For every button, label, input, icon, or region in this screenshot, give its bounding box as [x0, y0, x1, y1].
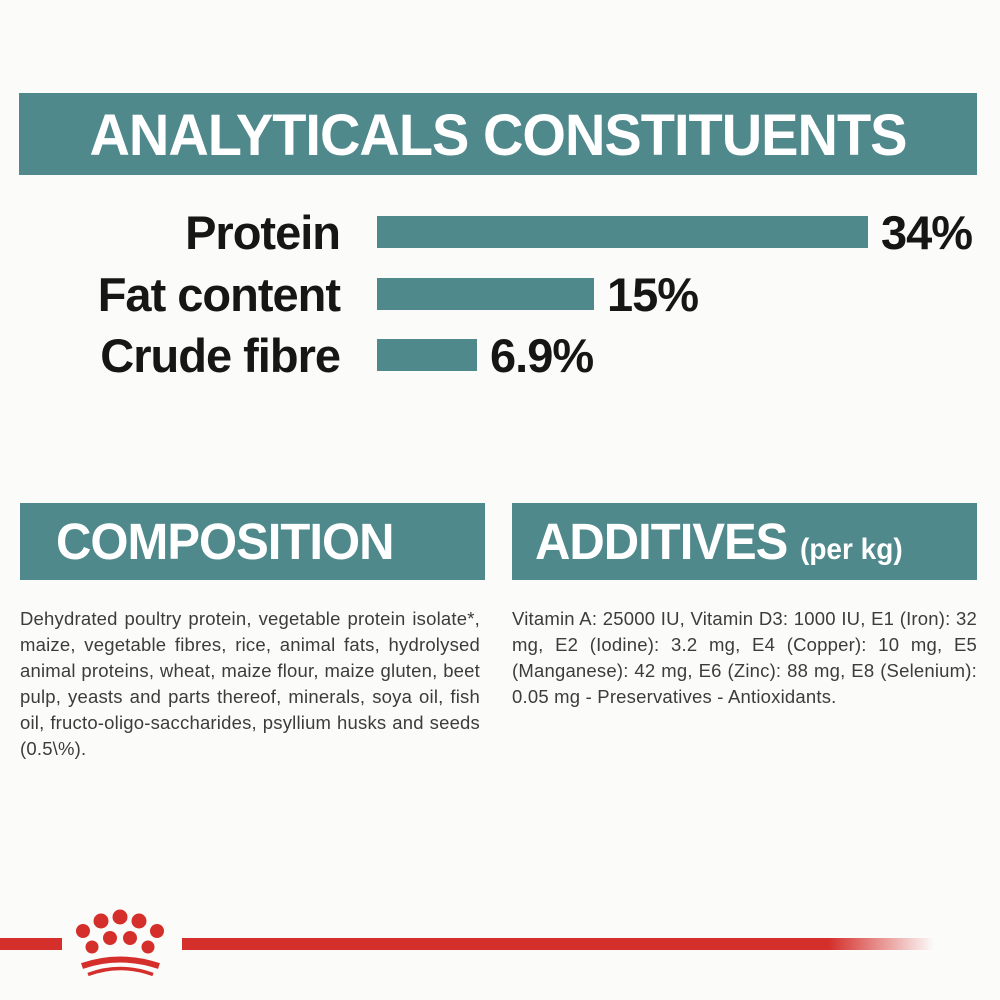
crown-base-arcs — [81, 956, 160, 977]
composition-body: Dehydrated poultry protein, vegetable pr… — [20, 607, 480, 759]
royal-canin-crown-logo-icon — [76, 909, 164, 977]
crown-dots — [76, 909, 164, 954]
chart-row: Protein 34% — [0, 206, 973, 259]
composition-heading-banner: COMPOSITION — [20, 503, 485, 580]
additives-per-kg-label: (per kg) — [800, 532, 903, 565]
composition-heading: COMPOSITION — [56, 513, 394, 570]
chart-category-label: Crude fibre — [100, 328, 341, 382]
header-banner: ANALYTICALS CONSTITUENTS — [19, 93, 977, 175]
chart-bar — [377, 216, 868, 248]
chart-row: Crude fibre 6.9% — [0, 329, 594, 382]
brand-line-left — [0, 938, 62, 950]
chart-category-label: Protein — [185, 205, 341, 259]
brand-line-right — [182, 938, 934, 950]
additives-heading-text: ADDITIVES — [535, 513, 788, 570]
additives-heading: ADDITIVES (per kg) — [512, 512, 903, 571]
chart-value-label: 15% — [607, 267, 699, 321]
additives-heading-banner: ADDITIVES (per kg) — [512, 503, 977, 580]
chart-value-label: 6.9% — [490, 328, 594, 382]
additives-body: Vitamin A: 25000 IU, Vitamin D3: 1000 IU… — [512, 607, 977, 707]
analytical-constituents-chart: Protein 34% Fat content 15% Crude fibre 6.9% — [0, 206, 1000, 416]
chart-category-label: Fat content — [97, 267, 341, 321]
chart-value-label: 34% — [881, 205, 973, 259]
chart-bar — [377, 278, 594, 310]
page-title: ANALYTICALS CONSTITUENTS — [89, 100, 907, 168]
chart-row: Fat content 15% — [0, 268, 699, 321]
chart-bar — [377, 339, 477, 371]
